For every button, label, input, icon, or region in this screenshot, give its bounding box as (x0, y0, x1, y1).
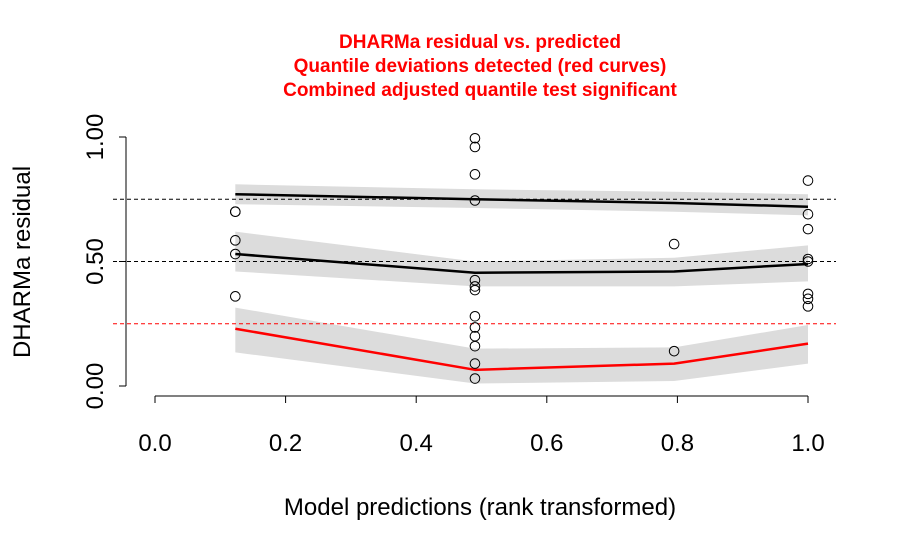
confidence-band-q50 (235, 231, 809, 287)
x-tick-label: 1.0 (791, 430, 824, 457)
y-axis-label: DHARMa residual (9, 166, 36, 358)
quantile-curves (235, 193, 809, 372)
residual-point (802, 288, 814, 300)
residual-point (469, 322, 481, 333)
residual-point (802, 175, 814, 186)
residual-point (802, 253, 814, 265)
residual-point (469, 169, 481, 180)
y-tick-label: 1.00 (82, 114, 109, 161)
residual-point (469, 340, 481, 352)
quantile-curve-q50 (235, 252, 809, 274)
residual-point (469, 141, 481, 153)
residual-point (469, 330, 481, 342)
x-tick-label: 0.4 (400, 430, 433, 457)
residual-point (230, 291, 241, 302)
x-axis-ticks: 0.0 0.2 0.4 0.6 0.8 1.0 (138, 396, 825, 457)
residual-point (230, 206, 241, 217)
quantile-curve-q75 (235, 193, 809, 208)
residual-point (469, 195, 481, 206)
residual-point (668, 238, 680, 250)
residual-point (802, 208, 814, 220)
quantile-curve-q25 (235, 327, 809, 372)
x-tick-label: 0.6 (530, 430, 563, 457)
residual-points (230, 132, 814, 384)
axes: 0.0 0.2 0.4 0.6 0.8 1.0 0.00 0.50 1.00 (82, 114, 825, 457)
residual-point (802, 223, 814, 235)
y-axis-ticks: 0.00 0.50 1.00 (82, 114, 126, 410)
residual-point (469, 281, 481, 292)
reference-lines (113, 198, 836, 325)
residual-point (469, 284, 481, 296)
x-axis-label: Model predictions (rank transformed) (284, 494, 676, 521)
x-tick-label: 0.8 (661, 430, 694, 457)
title-line-3: Combined adjusted quantile test signific… (283, 80, 677, 101)
residual-point (230, 235, 241, 246)
residual-point (802, 301, 814, 312)
residual-point (802, 293, 814, 305)
residual-point (230, 248, 241, 260)
x-tick-label: 0.0 (138, 430, 171, 457)
residual-point (469, 373, 481, 384)
residual-point (469, 310, 481, 322)
confidence-bands (235, 184, 809, 384)
y-tick-label: 0.00 (82, 363, 109, 410)
residual-point (668, 345, 680, 357)
title-line-1: DHARMa residual vs. predicted (339, 32, 621, 53)
confidence-band-q25 (235, 307, 809, 384)
x-tick-label: 0.2 (269, 430, 302, 457)
residual-point (469, 132, 481, 144)
residual-point (802, 256, 814, 267)
title-line-2: Quantile deviations detected (red curves… (294, 56, 667, 77)
residual-point (469, 358, 481, 369)
y-tick-label: 0.50 (82, 238, 109, 285)
